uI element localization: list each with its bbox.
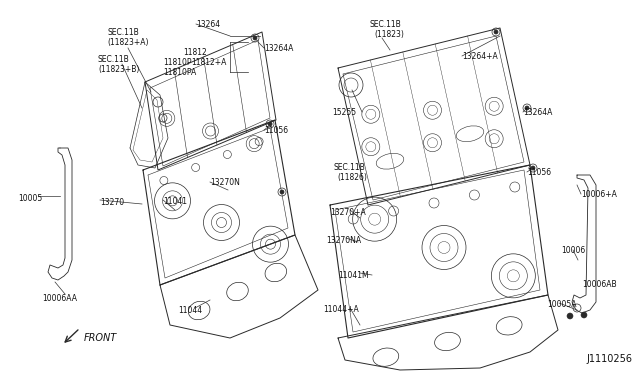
Text: 13270: 13270	[100, 198, 124, 207]
Text: SEC.11B: SEC.11B	[370, 20, 402, 29]
Text: 13264A: 13264A	[523, 108, 552, 117]
Circle shape	[525, 106, 529, 110]
Text: 11056: 11056	[527, 168, 551, 177]
Text: SEC.11B: SEC.11B	[107, 28, 139, 37]
Text: 10006: 10006	[561, 246, 585, 255]
Text: SEC.11B: SEC.11B	[333, 163, 365, 172]
Text: 13270NA: 13270NA	[326, 236, 361, 245]
Text: (11823+B): (11823+B)	[98, 65, 140, 74]
Circle shape	[581, 312, 587, 318]
Circle shape	[531, 166, 535, 170]
Text: (11823): (11823)	[374, 30, 404, 39]
Circle shape	[494, 30, 498, 34]
Text: (11826): (11826)	[337, 173, 367, 182]
Text: 10006AA: 10006AA	[42, 294, 77, 303]
Text: 11810PA: 11810PA	[163, 68, 196, 77]
Text: 13264: 13264	[196, 20, 220, 29]
Text: SEC.11B: SEC.11B	[98, 55, 130, 64]
Circle shape	[280, 190, 284, 194]
Text: 11044+A: 11044+A	[323, 305, 359, 314]
Circle shape	[567, 313, 573, 319]
Text: 10005: 10005	[18, 194, 42, 203]
Text: 11041M: 11041M	[338, 271, 369, 280]
Text: 11812: 11812	[183, 48, 207, 57]
Text: 10006AB: 10006AB	[582, 280, 616, 289]
Circle shape	[253, 36, 257, 40]
Text: 11044: 11044	[178, 306, 202, 315]
Text: 10005A: 10005A	[547, 300, 577, 309]
Text: 11810P: 11810P	[163, 58, 191, 67]
Text: 11041: 11041	[163, 197, 187, 206]
Circle shape	[268, 122, 272, 126]
Text: 13270N: 13270N	[210, 178, 240, 187]
Text: 11056: 11056	[264, 126, 288, 135]
Text: (11823+A): (11823+A)	[107, 38, 148, 47]
Text: 15255: 15255	[332, 108, 356, 117]
Text: 13264A: 13264A	[264, 44, 293, 53]
Text: 13270+A: 13270+A	[330, 208, 365, 217]
Text: 10006+A: 10006+A	[581, 190, 617, 199]
Text: FRONT: FRONT	[84, 333, 117, 343]
Text: J1110256: J1110256	[586, 354, 632, 364]
Text: 13264+A: 13264+A	[462, 52, 498, 61]
Text: 11812+A: 11812+A	[191, 58, 227, 67]
